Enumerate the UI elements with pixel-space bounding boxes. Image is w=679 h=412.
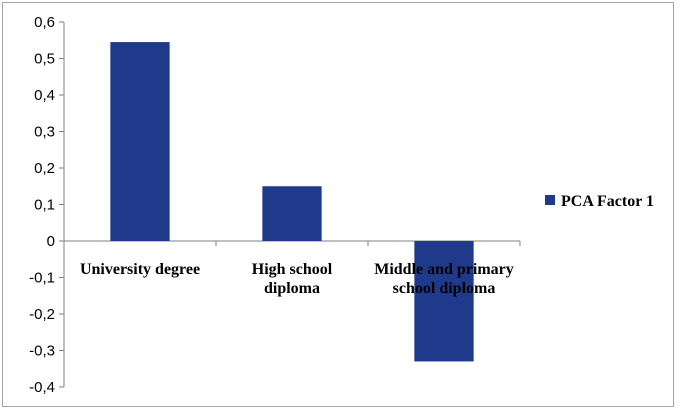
bar — [110, 42, 170, 242]
y-tick-label: 0,3 — [34, 124, 55, 141]
y-tick-label: 0 — [47, 233, 55, 250]
y-tick-label: -0,2 — [29, 306, 55, 323]
legend-label: PCA Factor 1 — [561, 193, 654, 210]
y-tick-label: -0,1 — [29, 270, 55, 287]
y-tick-label: 0,6 — [34, 14, 55, 31]
label-layer: University degree High school diploma Middl… — [80, 261, 514, 297]
y-tick-label: 0,1 — [34, 197, 55, 214]
bar-layer — [110, 42, 474, 362]
x-category-label: University degree — [80, 261, 200, 278]
y-tick-label: -0,4 — [29, 379, 55, 396]
legend: PCA Factor 1 — [545, 193, 654, 210]
x-category-label: High school diploma — [252, 261, 333, 297]
x-category-label: Middle and primary school diploma — [374, 261, 514, 297]
y-tick-label: 0,5 — [34, 51, 55, 68]
bar — [262, 186, 322, 241]
y-tick-label: -0,3 — [29, 343, 55, 360]
y-tick-label: 0,2 — [34, 160, 55, 177]
legend-swatch — [545, 195, 555, 205]
y-tick-label: 0,4 — [34, 87, 55, 104]
bar — [414, 241, 474, 362]
